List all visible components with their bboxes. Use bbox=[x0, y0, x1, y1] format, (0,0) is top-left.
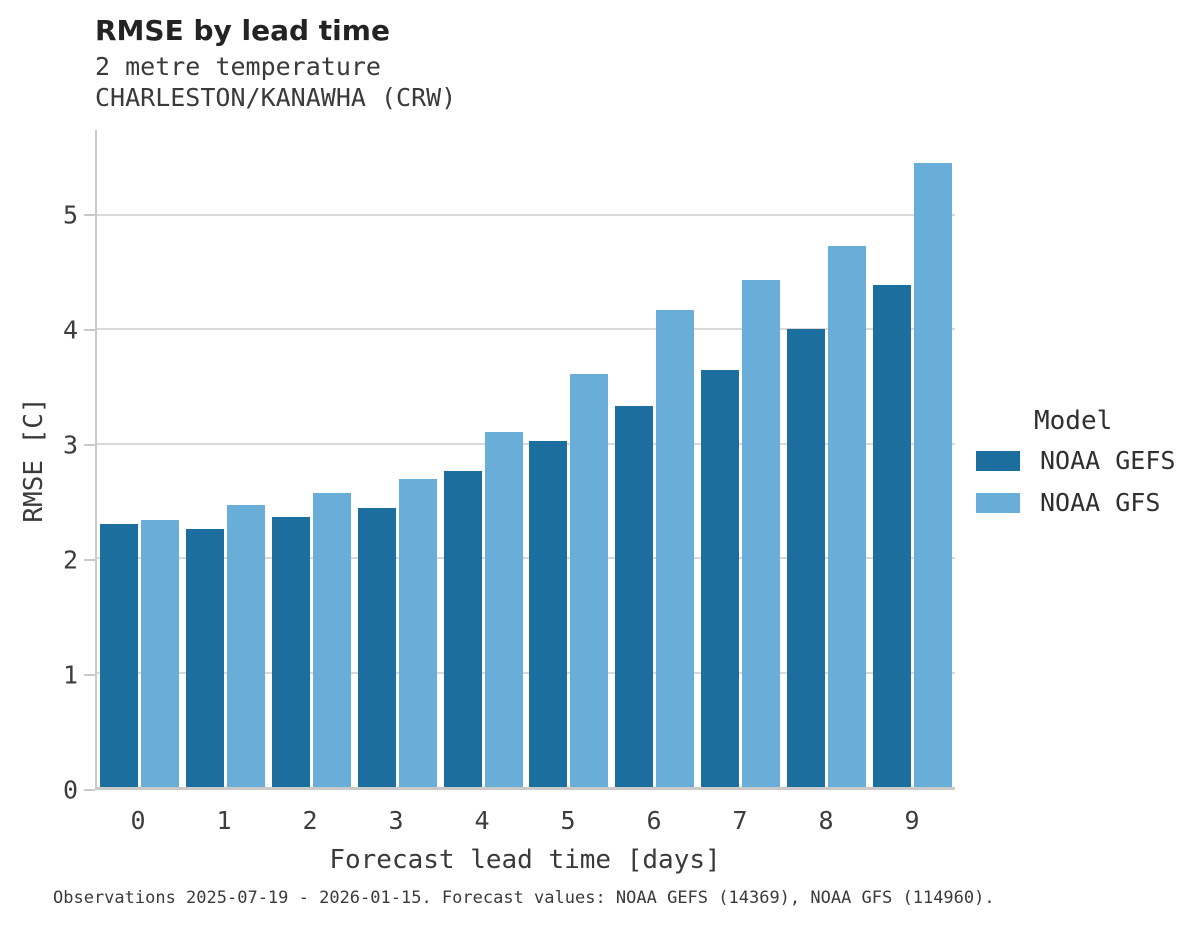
bar-noaa-gfs-day-9 bbox=[913, 163, 952, 787]
bar-noaa-gefs-day-8 bbox=[786, 329, 825, 787]
bar-noaa-gefs-day-3 bbox=[357, 507, 396, 787]
bar-group-day-2 bbox=[269, 130, 355, 787]
bar-noaa-gfs-day-8 bbox=[827, 245, 866, 787]
y-axis-tick-labels: 0 1 2 3 4 5 bbox=[0, 130, 78, 803]
x-axis-tick-labels: 0 1 2 3 4 5 6 7 8 9 bbox=[95, 806, 955, 835]
gridline-y-1 bbox=[97, 671, 955, 674]
bar-noaa-gfs-day-3 bbox=[398, 479, 437, 787]
y-tick-label-5: 5 bbox=[62, 200, 78, 230]
bar-group-day-5 bbox=[526, 130, 612, 787]
x-tick-label-0: 0 bbox=[130, 806, 146, 835]
x-tick-label-2: 2 bbox=[302, 806, 318, 835]
bar-noaa-gfs-day-6 bbox=[656, 309, 695, 787]
x-tick-label-1: 1 bbox=[216, 806, 232, 835]
bar-group-day-6 bbox=[612, 130, 698, 787]
legend-swatch-noaa-gfs bbox=[976, 492, 1020, 513]
bar-noaa-gfs-day-2 bbox=[312, 492, 351, 787]
bar-noaa-gefs-day-6 bbox=[615, 405, 654, 787]
x-axis-title: Forecast lead time [days] bbox=[329, 845, 721, 875]
y-tick-mark-1 bbox=[84, 674, 95, 677]
gridline-y-3 bbox=[97, 442, 955, 445]
bar-group-day-4 bbox=[440, 130, 526, 787]
bar-noaa-gfs-day-5 bbox=[570, 373, 609, 787]
bar-group-day-8 bbox=[783, 130, 869, 787]
bar-noaa-gefs-day-0 bbox=[100, 523, 139, 787]
y-tick-label-2: 2 bbox=[62, 545, 78, 575]
y-tick-label-1: 1 bbox=[62, 660, 78, 690]
plot-area bbox=[95, 130, 955, 790]
x-tick-label-5: 5 bbox=[560, 806, 576, 835]
bar-noaa-gefs-day-7 bbox=[700, 370, 739, 787]
y-tick-mark-3 bbox=[84, 444, 95, 447]
chart-subtitle-variable: 2 metre temperature bbox=[95, 52, 381, 81]
legend-swatch-noaa-gefs bbox=[976, 450, 1020, 471]
y-tick-mark-4 bbox=[84, 329, 95, 332]
gridline-y-4 bbox=[97, 328, 955, 331]
legend-title: Model bbox=[1034, 406, 1113, 436]
gridline-y-2 bbox=[97, 557, 955, 560]
chart-subtitle-station: CHARLESTON/KANAWHA (CRW) bbox=[95, 83, 457, 112]
caption: Observations 2025-07-19 - 2026-01-15. Fo… bbox=[53, 888, 995, 908]
y-tick-label-3: 3 bbox=[62, 430, 78, 460]
x-tick-label-6: 6 bbox=[646, 806, 662, 835]
legend-entry-noaa-gfs: NOAA GFS bbox=[976, 488, 1195, 517]
bar-groups bbox=[97, 130, 955, 787]
x-tick-label-7: 7 bbox=[732, 806, 748, 835]
legend-entry-noaa-gefs: NOAA GEFS bbox=[976, 446, 1195, 475]
y-tick-mark-2 bbox=[84, 559, 95, 562]
legend-label-noaa-gefs: NOAA GEFS bbox=[1040, 446, 1176, 475]
bar-noaa-gefs-day-2 bbox=[271, 516, 310, 787]
gridline-y-5 bbox=[97, 213, 955, 216]
bar-group-day-7 bbox=[698, 130, 784, 787]
y-axis-tick-marks bbox=[84, 130, 95, 791]
legend: Model NOAA GEFS NOAA GFS bbox=[976, 406, 1195, 530]
y-tick-mark-5 bbox=[84, 214, 95, 217]
bar-noaa-gefs-day-5 bbox=[529, 441, 568, 787]
y-tick-label-4: 4 bbox=[62, 315, 78, 345]
chart-title: RMSE by lead time bbox=[95, 14, 390, 47]
y-tick-label-0: 0 bbox=[62, 775, 78, 805]
bar-group-day-0 bbox=[97, 130, 183, 787]
y-tick-mark-0 bbox=[84, 789, 95, 791]
bar-noaa-gfs-day-0 bbox=[141, 520, 180, 787]
bar-noaa-gefs-day-4 bbox=[443, 471, 482, 787]
legend-label-noaa-gfs: NOAA GFS bbox=[1040, 488, 1161, 517]
bar-noaa-gefs-day-9 bbox=[872, 284, 911, 787]
legend-entries: NOAA GEFS NOAA GFS bbox=[976, 446, 1195, 517]
bar-group-day-3 bbox=[354, 130, 440, 787]
bar-group-day-9 bbox=[869, 130, 955, 787]
x-tick-label-4: 4 bbox=[474, 806, 490, 835]
x-tick-label-3: 3 bbox=[388, 806, 404, 835]
x-tick-label-9: 9 bbox=[904, 806, 920, 835]
bar-group-day-1 bbox=[183, 130, 269, 787]
x-tick-label-8: 8 bbox=[818, 806, 834, 835]
bar-noaa-gfs-day-1 bbox=[227, 505, 266, 787]
bar-noaa-gefs-day-1 bbox=[186, 529, 225, 787]
bar-noaa-gfs-day-4 bbox=[484, 432, 523, 787]
bar-noaa-gfs-day-7 bbox=[741, 279, 780, 787]
